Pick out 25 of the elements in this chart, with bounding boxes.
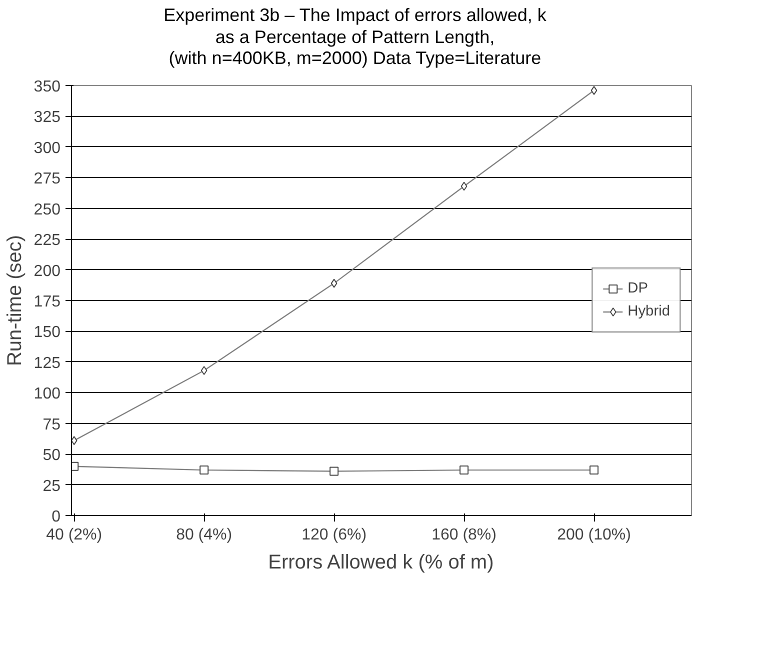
y-tick-label: 50 [42,446,61,464]
y-tick-label: 200 [34,262,61,280]
legend-label: Hybrid [628,303,670,320]
y-tick-label: 0 [52,508,61,526]
x-tick-label: 80 (4%) [176,526,232,544]
y-axis-title: Run-time (sec) [4,234,26,366]
y-tick-label: 175 [34,293,61,310]
y-tick-label: 100 [34,385,61,402]
x-axis-title: Errors Allowed k (% of m) [268,551,494,574]
x-tick-label: 160 (8%) [432,526,496,544]
y-tick-label: 300 [34,140,61,157]
y-tick-label: 75 [42,416,61,434]
legend-label: DP [628,280,648,296]
y-tick-label: 25 [42,478,61,495]
y-tick-label: 150 [34,324,61,341]
x-tick-label: 120 (6%) [302,526,367,544]
chart-title: Experiment 3b – The Impact of errors allowed, k as a Percentage of Pattern Length, (with n=400KB, m=2000) Data Type=Literature [164,5,546,70]
y-tick-label: 275 [34,170,61,188]
x-tick-label: 200 (10%) [557,526,631,544]
y-tick-label: 225 [34,232,61,249]
y-tick-label: 250 [34,201,61,218]
y-tick-label: 125 [34,354,61,372]
y-tick-label: 350 [34,78,61,96]
x-tick-label: 40 (2%) [46,526,102,544]
y-tick-label: 325 [34,108,61,126]
